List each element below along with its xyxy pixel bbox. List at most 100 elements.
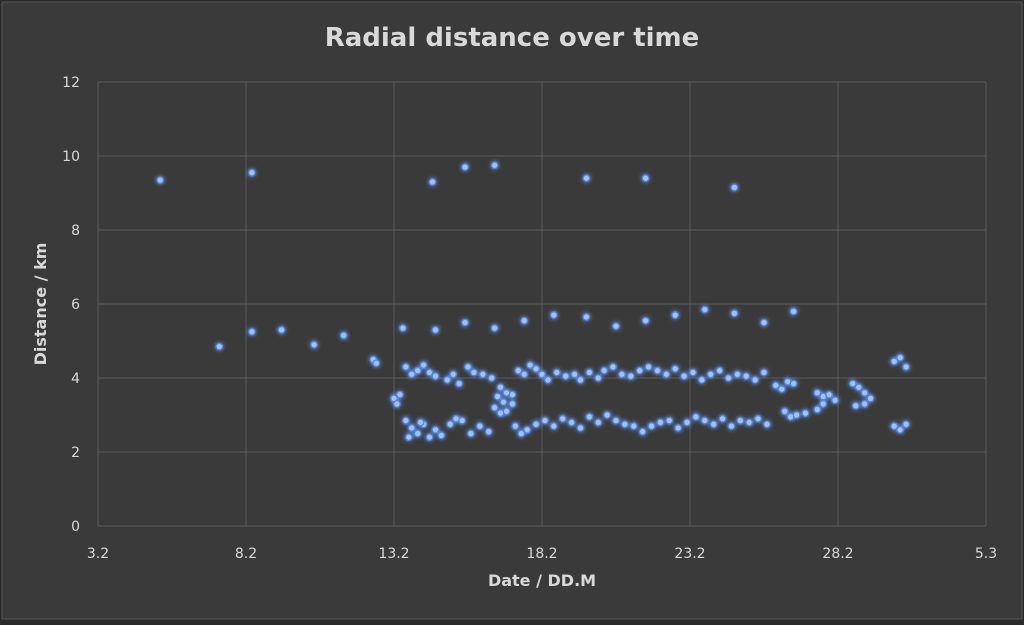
y-tick-labels: 0 2 4 6 8 10 12: [62, 75, 80, 535]
data-point: [621, 420, 629, 429]
data-point: [437, 431, 446, 440]
data-point: [532, 420, 540, 429]
data-point: [402, 416, 410, 425]
data-point: [520, 316, 529, 325]
data-point: [777, 385, 786, 393]
data-point: [754, 414, 762, 423]
y-tick-label: 6: [71, 297, 80, 313]
data-point: [594, 374, 603, 382]
y-tick-label: 8: [71, 223, 80, 239]
data-point: [585, 368, 594, 377]
data-point: [487, 374, 496, 382]
data-point: [552, 368, 561, 377]
data-point: [544, 376, 552, 384]
data-point: [576, 424, 585, 432]
data-point: [508, 390, 517, 399]
data-point: [523, 425, 532, 434]
data-point: [425, 368, 434, 377]
data-points: [156, 161, 910, 442]
data-point: [700, 305, 709, 314]
data-point: [443, 376, 452, 384]
data-point: [156, 176, 164, 184]
data-point: [517, 429, 526, 438]
data-point: [594, 418, 603, 427]
data-point: [248, 327, 256, 336]
data-point: [662, 370, 671, 379]
data-point: [890, 357, 899, 366]
data-point: [467, 429, 475, 438]
data-point: [496, 383, 505, 392]
x-tick-label: 8.2: [235, 546, 257, 562]
data-point: [671, 364, 680, 373]
data-point: [772, 381, 780, 390]
data-point: [612, 322, 620, 331]
data-point: [425, 433, 434, 442]
data-point: [508, 400, 517, 408]
y-tick-label: 10: [62, 149, 80, 165]
data-point: [582, 174, 591, 183]
data-point: [277, 326, 286, 334]
data-point: [680, 372, 688, 380]
data-point: [851, 401, 860, 410]
data-point: [890, 422, 899, 430]
data-point: [570, 370, 579, 379]
data-point: [709, 420, 718, 429]
x-tick-label: 5.3: [975, 546, 997, 562]
y-tick-label: 2: [71, 445, 80, 461]
data-point: [416, 418, 425, 427]
data-point: [461, 163, 469, 171]
data-point: [689, 368, 697, 377]
data-point: [733, 370, 742, 379]
data-point: [626, 372, 635, 380]
data-point: [902, 420, 910, 429]
x-tick-label: 18.2: [526, 546, 557, 562]
data-point: [789, 379, 798, 388]
data-point: [538, 370, 546, 379]
y-tick-label: 12: [62, 75, 80, 91]
data-point: [801, 409, 810, 417]
data-point: [866, 394, 875, 403]
data-point: [431, 425, 440, 434]
x-tick-label: 13.2: [378, 546, 409, 562]
data-point: [393, 400, 401, 408]
data-point: [407, 370, 416, 379]
data-point: [476, 422, 484, 430]
data-point: [730, 309, 739, 318]
data-point: [493, 392, 502, 401]
x-tick-labels: 3.2 8.2 13.2 18.2 23.2 28.2 5.3: [87, 546, 997, 562]
data-point: [419, 361, 428, 369]
data-point: [727, 422, 736, 430]
data-point: [683, 418, 691, 427]
data-point: [526, 361, 534, 369]
y-tick-label: 4: [71, 371, 80, 387]
data-point: [902, 363, 910, 371]
data-point: [638, 427, 647, 436]
data-point: [745, 418, 754, 427]
data-point: [585, 413, 594, 421]
x-tick-label: 3.2: [87, 546, 109, 562]
data-point: [715, 366, 724, 375]
data-point: [514, 366, 523, 375]
data-point: [413, 366, 422, 375]
data-point: [582, 313, 591, 321]
data-point: [641, 316, 650, 325]
data-point: [831, 396, 839, 405]
data-point: [671, 311, 680, 319]
gridlines: [97, 81, 987, 527]
data-point: [896, 353, 904, 362]
data-point: [541, 416, 549, 425]
data-point: [730, 183, 739, 192]
data-point: [464, 363, 472, 371]
data-point: [644, 363, 653, 371]
data-point: [848, 379, 857, 388]
data-point: [576, 376, 585, 384]
data-point: [339, 331, 348, 340]
x-tick-label: 28.2: [822, 546, 853, 562]
data-point: [724, 374, 733, 382]
data-point: [561, 372, 570, 380]
data-point: [399, 324, 407, 332]
data-point: [653, 366, 662, 375]
data-point: [896, 425, 904, 434]
